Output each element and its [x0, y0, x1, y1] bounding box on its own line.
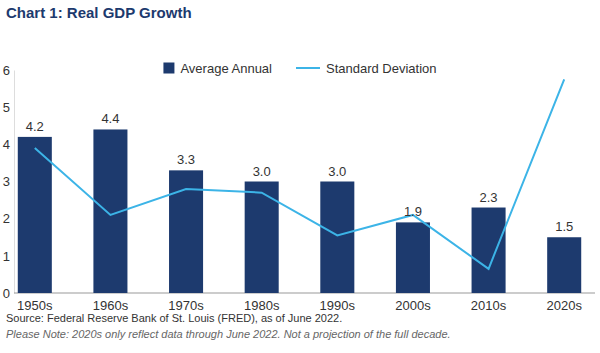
y-tick: 4	[3, 137, 14, 152]
data-label: 2.3	[480, 190, 498, 205]
legend: Average Annual Standard Deviation	[163, 61, 436, 76]
legend-symbol	[296, 67, 320, 69]
legend-item: Standard Deviation	[296, 61, 437, 76]
x-tick: 1960s	[93, 298, 129, 313]
x-tick-label: 1950s	[17, 298, 53, 313]
data-label: 4.2	[26, 119, 44, 134]
x-tick: 2000s	[395, 298, 431, 313]
bar	[320, 182, 354, 294]
plot-area	[18, 79, 581, 293]
data-label: 3.0	[253, 164, 271, 179]
y-tick-label: 6	[3, 63, 10, 78]
note: Please Note: 2020s only reflect data thr…	[6, 328, 451, 340]
bar	[245, 182, 279, 294]
y-tick: 0	[3, 286, 14, 301]
y-tick-label: 1	[3, 248, 10, 263]
bar	[396, 222, 430, 293]
x-tick: 1990s	[320, 298, 356, 313]
legend-label: Average Annual	[180, 61, 272, 76]
data-label: 3.3	[177, 152, 195, 167]
y-tick-label: 2	[3, 211, 10, 226]
y-axis-line	[14, 71, 15, 294]
x-tick-label: 1980s	[244, 298, 280, 313]
y-tick: 6	[3, 63, 14, 78]
y-tick: 5	[3, 100, 14, 115]
legend-label: Standard Deviation	[326, 61, 437, 76]
x-tick: 2010s	[471, 298, 507, 313]
x-tick: 1970s	[168, 298, 204, 313]
x-tick: 1950s	[17, 298, 53, 313]
data-labels: 4.2 4.4 3.3 3.0 3.0 1.9 2.3 1.5	[26, 111, 573, 234]
bar	[18, 137, 52, 293]
x-tick-label: 1990s	[320, 298, 356, 313]
x-tick-label: 2020s	[546, 298, 582, 313]
y-tick-label: 5	[3, 100, 10, 115]
x-tick: 2020s	[546, 298, 582, 313]
title: Chart 1: Real GDP Growth	[6, 4, 192, 21]
legend-symbol	[163, 63, 174, 74]
line	[35, 79, 564, 269]
x-tick-label: 1960s	[93, 298, 129, 313]
data-label: 3.0	[328, 164, 346, 179]
source: Source: Federal Reserve Bank of St. Loui…	[6, 312, 342, 324]
y-tick-label: 3	[3, 174, 10, 189]
chart: Chart 1: Real GDP Growth 0 1 2 3 4 5 6 1950s 1960…	[0, 0, 600, 353]
y-tick: 1	[3, 248, 14, 263]
x-tick-label: 1970s	[168, 298, 204, 313]
x-axis: 1950s 1960s 1970s 1980s 1990s 2000s 2010s 2020s	[14, 293, 595, 313]
bar	[472, 208, 506, 293]
legend-item: Average Annual	[163, 61, 272, 76]
data-label: 1.5	[555, 219, 573, 234]
x-tick-label: 2000s	[395, 298, 431, 313]
y-tick: 3	[3, 174, 14, 189]
y-tick-label: 0	[3, 286, 10, 301]
y-axis: 0 1 2 3 4 5 6	[3, 63, 15, 301]
data-label: 1.9	[404, 204, 422, 219]
data-label: 4.4	[101, 111, 119, 126]
y-tick-label: 4	[3, 137, 10, 152]
x-tick-label: 2010s	[471, 298, 507, 313]
x-tick: 1980s	[244, 298, 280, 313]
y-tick: 2	[3, 211, 14, 226]
bar	[547, 237, 581, 293]
